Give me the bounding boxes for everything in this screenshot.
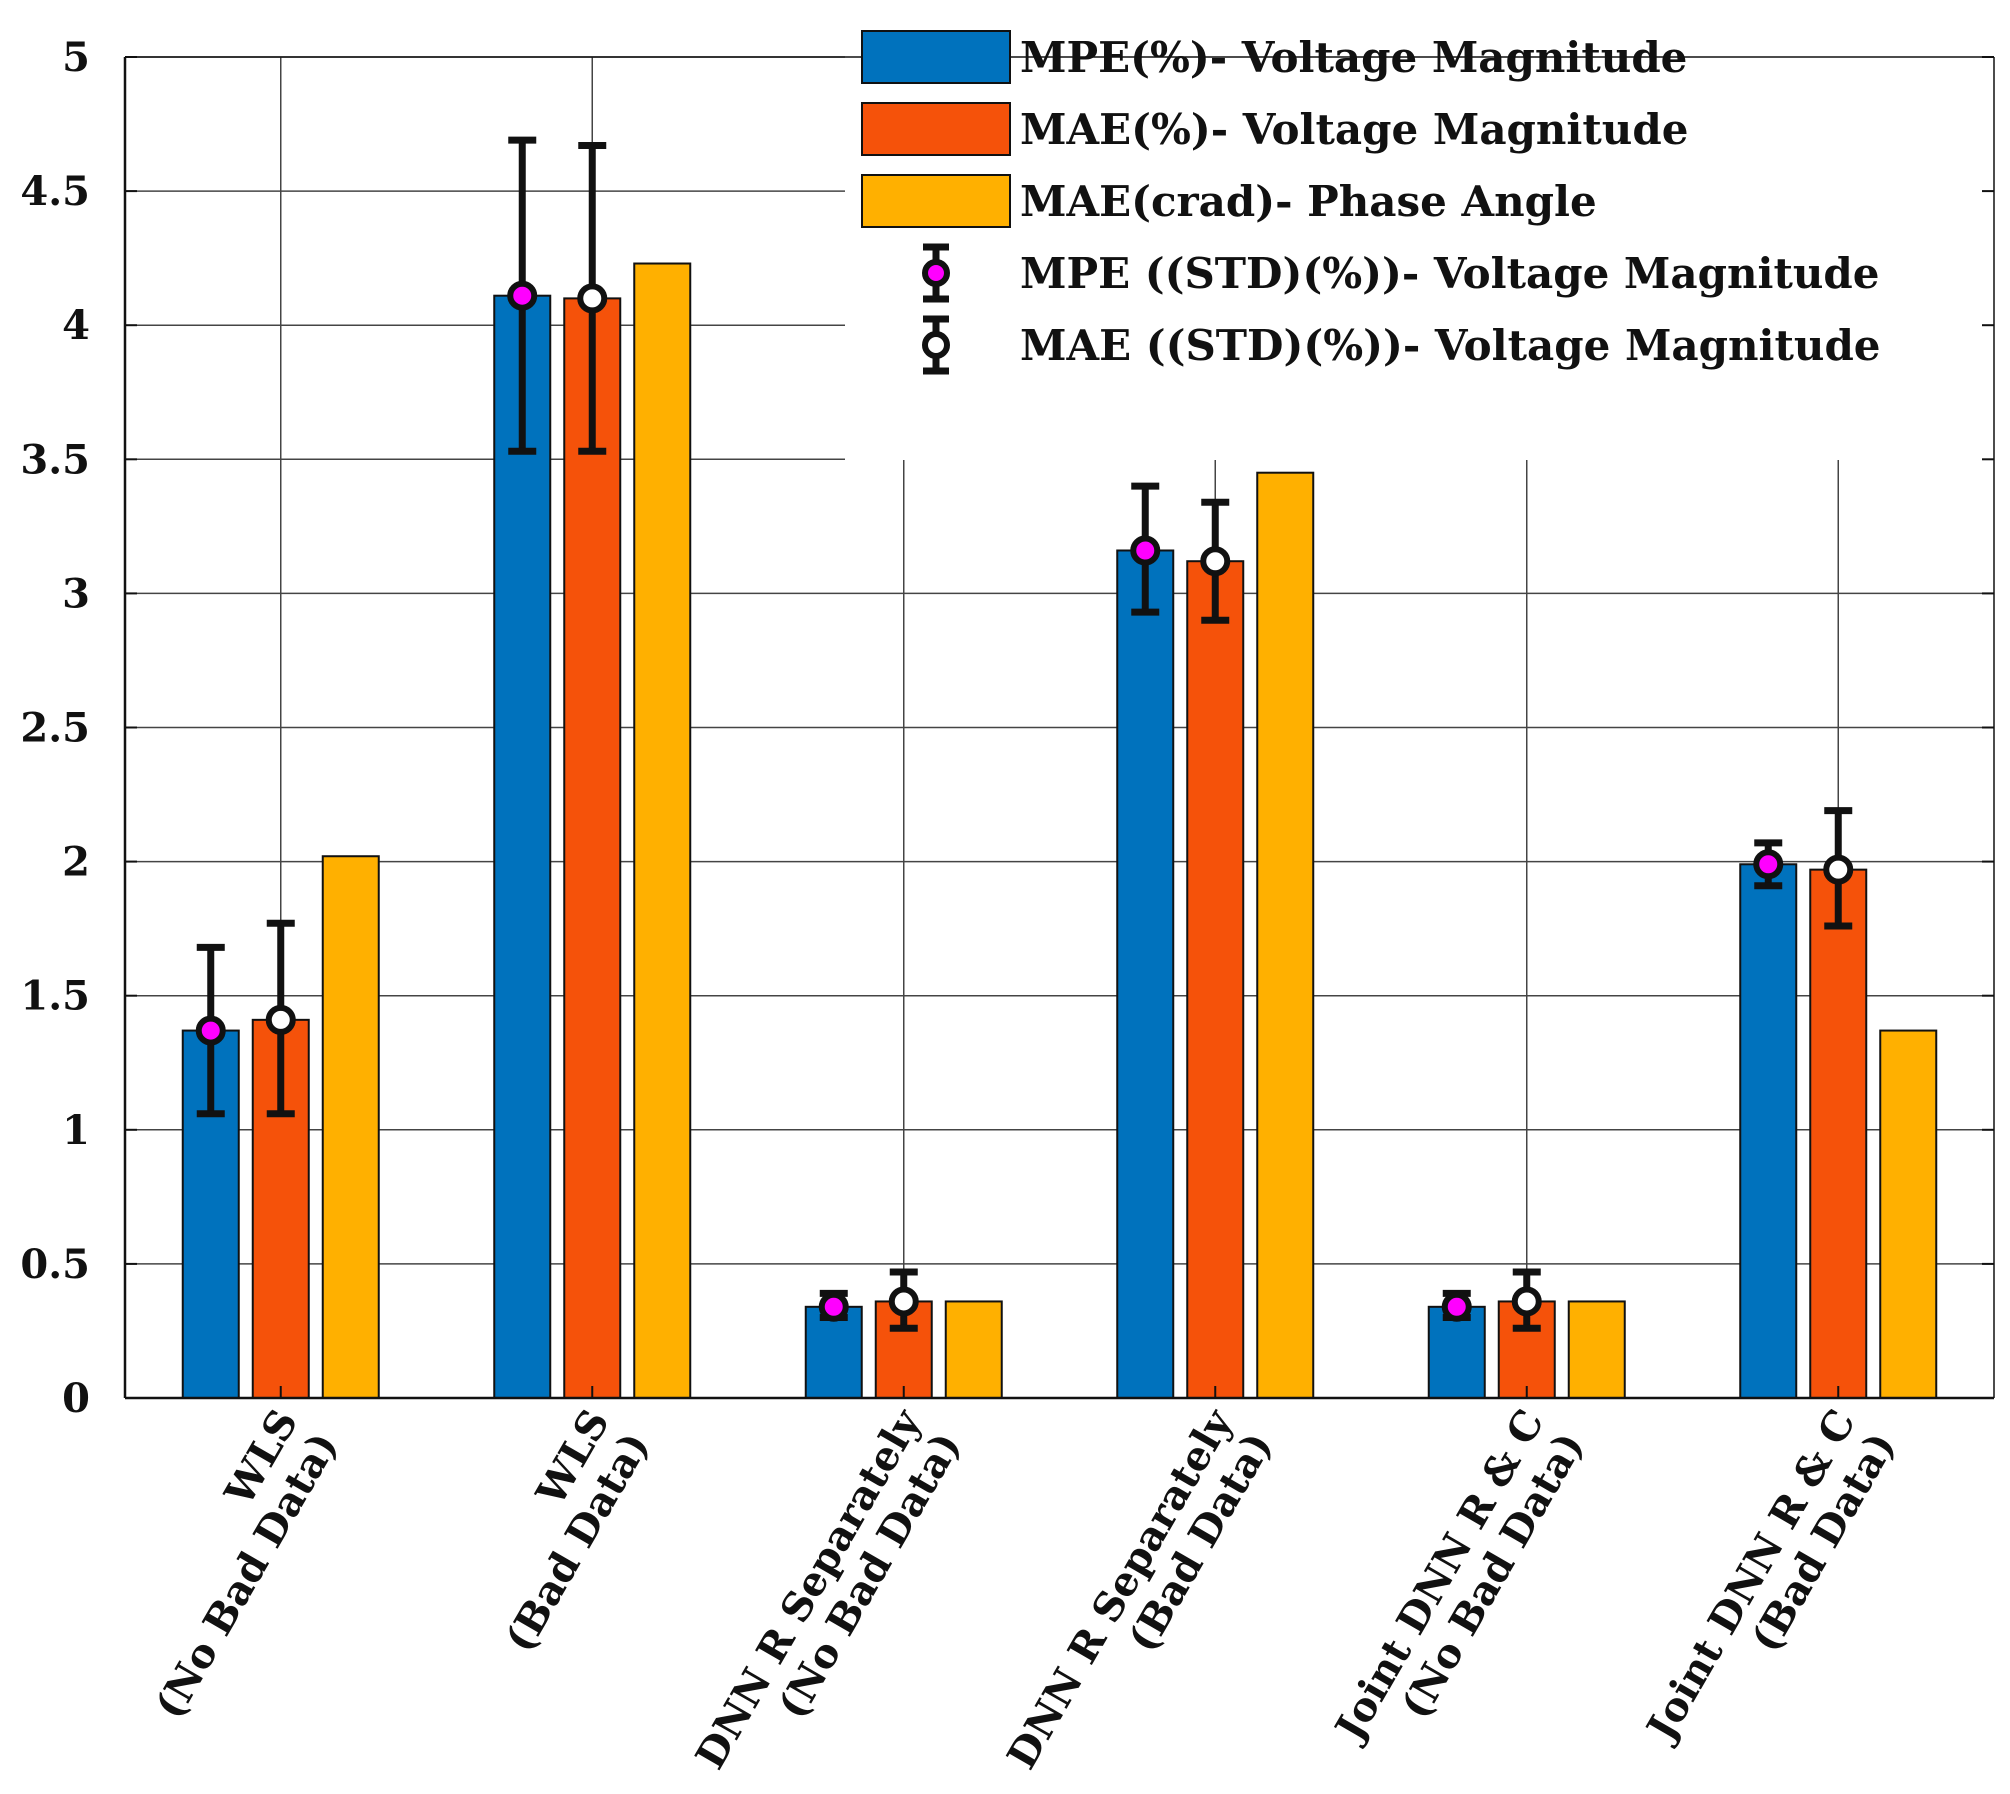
legend-marker [922,259,950,287]
error-bar-marker [818,1291,849,1322]
error-bar-marker [265,1004,296,1035]
legend-swatch [861,102,1011,156]
legend-marker [922,331,950,359]
bar [321,855,380,1399]
error-bar-marker [577,283,608,314]
legend-swatch [861,30,1011,84]
legend-label: MPE(%)- Voltage Magnitude [1020,33,1687,82]
y-tick-label: 4 [62,302,90,349]
y-tick-label: 0.5 [20,1241,90,1288]
error-bar-marker [507,280,538,311]
bar [1809,868,1868,1399]
error-bar-marker [1511,1286,1542,1317]
bar [633,262,692,1399]
error-bar-marker [1823,854,1854,885]
x-axis-labels: WLS(No Bad Data) WLS(Bad Data) DNN R Separ… [106,1400,1905,1794]
error-bar-marker [1753,849,1784,880]
legend-label: MAE ((STD)(%))- Voltage Magnitude [1020,321,1881,370]
bar [1256,471,1315,1399]
legend-swatch [861,174,1011,228]
legend-label: MPE ((STD)(%))- Voltage Magnitude [1020,249,1880,298]
y-tick-label: 3.5 [20,436,90,483]
y-tick-label: 2.5 [20,705,90,752]
bar [563,297,622,1399]
y-tick-label: 3 [62,570,90,617]
x-tick-label: WLS(Bad Data) [456,1402,659,1660]
x-tick-label: DNN R Separately(Bad Data) [998,1400,1283,1794]
x-tick-label: Joint DNN R & C(No Bad Data) [1325,1402,1594,1774]
axes [123,56,1995,1400]
x-tick-label: WLS(No Bad Data) [106,1402,347,1727]
x-tick-label: Joint DNN R & C(Bad Data) [1636,1402,1905,1774]
error-bar-marker [1200,546,1231,577]
error-bar-marker [1441,1291,1472,1322]
bar [1567,1300,1626,1399]
bar [1186,560,1245,1399]
error-bar-marker [1130,535,1161,566]
y-tick-label: 5 [62,34,90,81]
y-tick-label: 0 [62,1375,90,1422]
y-tick-label: 1.5 [20,973,90,1020]
y-tick-label: 2 [62,839,90,886]
y-tick-label: 1 [62,1107,90,1154]
bar [1116,549,1175,1399]
y-tick-label: 4.5 [20,168,90,215]
x-tick-label: DNN R Separately(No Bad Data) [686,1400,971,1794]
bar [1879,1029,1938,1400]
y-axis-ticks: 0 0.5 1 1.5 2 2.5 3 3.5 4 4.5 5 [20,34,90,1422]
legend: MPE(%)- Voltage Magnitude MAE(%)- Voltage… [861,30,1881,375]
legend-background [845,28,1995,460]
bars [181,136,1938,1400]
legend-label: MAE(%)- Voltage Magnitude [1020,105,1688,154]
error-bar-marker [195,1015,226,1046]
bar [1739,863,1798,1399]
bar [944,1300,1003,1399]
legend-label: MAE(crad)- Phase Angle [1020,177,1597,226]
bar [493,294,552,1399]
error-bar-marker [888,1286,919,1317]
x-tick-label-line: DNN R Separately [998,1400,1243,1777]
bar [1427,1305,1486,1400]
